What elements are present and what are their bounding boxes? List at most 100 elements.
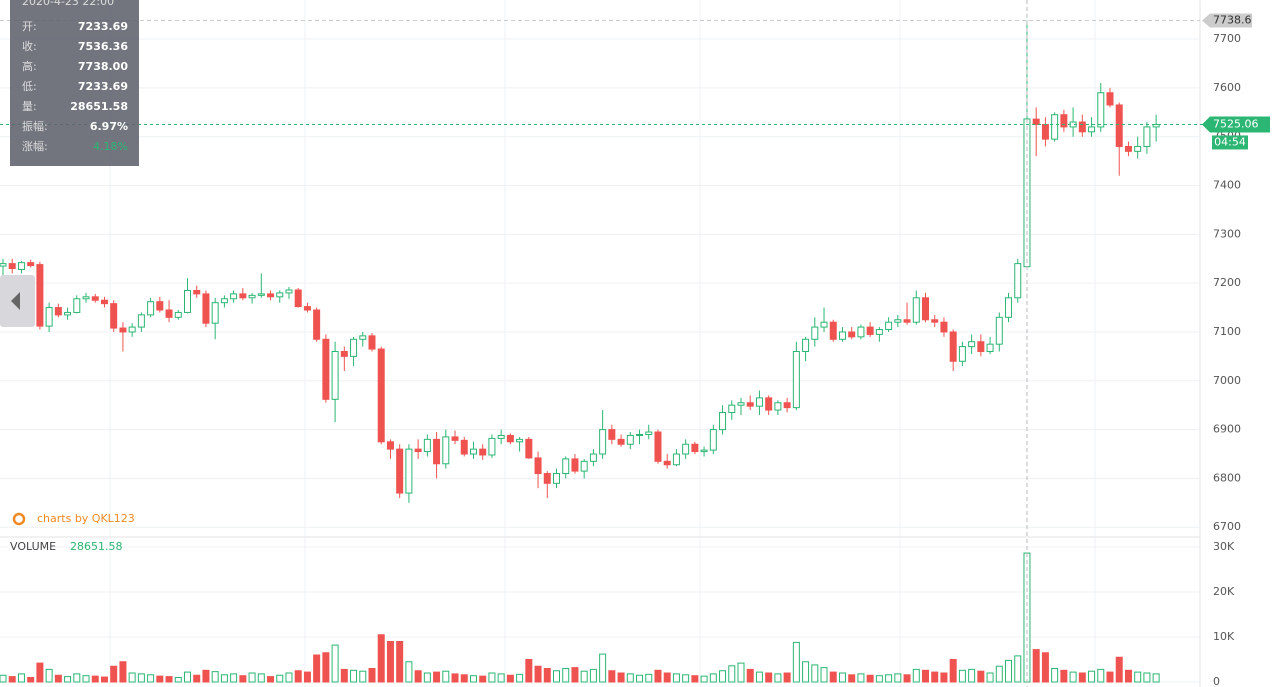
volume-bar bbox=[1005, 659, 1013, 683]
candle-body bbox=[1032, 118, 1040, 125]
candle-body bbox=[691, 443, 699, 453]
volume-bar bbox=[1014, 655, 1022, 683]
candle-body bbox=[248, 294, 256, 299]
y-tick-label: 7000 bbox=[1213, 374, 1241, 387]
candle-body bbox=[156, 301, 164, 311]
candle-body bbox=[645, 431, 653, 435]
candle-body bbox=[654, 431, 662, 462]
volume-bar bbox=[1032, 649, 1040, 683]
y-tick-label: 7400 bbox=[1213, 179, 1241, 192]
volume-tick-label: 0 bbox=[1213, 675, 1220, 687]
volume-bar bbox=[719, 670, 727, 683]
candle-body bbox=[608, 429, 616, 440]
volume-bar bbox=[396, 641, 404, 683]
candle-body bbox=[386, 441, 394, 450]
candle-body bbox=[220, 298, 228, 304]
volume-bar bbox=[894, 673, 902, 683]
volume-bar bbox=[423, 672, 431, 683]
candle-body bbox=[27, 262, 35, 267]
volume-bar bbox=[497, 673, 505, 683]
candle-body bbox=[1051, 114, 1059, 140]
volume-bar bbox=[128, 672, 136, 683]
candle-body bbox=[663, 460, 671, 466]
volume-bar bbox=[405, 661, 413, 683]
candle-body bbox=[469, 448, 477, 455]
candle-body bbox=[599, 429, 607, 455]
volume-bar bbox=[534, 665, 542, 683]
candle-body bbox=[405, 448, 413, 494]
candle-body bbox=[580, 460, 588, 472]
candle-body bbox=[875, 329, 883, 335]
volume-bar bbox=[359, 670, 367, 683]
candle-body bbox=[1005, 297, 1013, 318]
candle-body bbox=[755, 397, 763, 407]
candle-body bbox=[423, 438, 431, 453]
volume-bar bbox=[682, 674, 690, 683]
grid: 6700680069007000710072007300740075007600… bbox=[0, 0, 1241, 687]
max-price-label: 7738.6 bbox=[1213, 14, 1252, 27]
candle-body bbox=[193, 289, 201, 295]
candle-body bbox=[894, 319, 902, 323]
candle-body bbox=[414, 448, 422, 453]
candle-body bbox=[202, 293, 210, 324]
volume-bar bbox=[414, 670, 422, 683]
candle-body bbox=[359, 335, 367, 340]
candle-body bbox=[1078, 121, 1086, 133]
volume-bar bbox=[672, 673, 680, 683]
candle-body bbox=[783, 402, 791, 409]
volume-bar bbox=[820, 667, 828, 683]
candle-body bbox=[433, 438, 441, 465]
volume-bar bbox=[174, 677, 182, 683]
volume-bar bbox=[654, 669, 662, 683]
volume-bar bbox=[922, 669, 929, 683]
candle-body bbox=[534, 457, 542, 475]
candle-body bbox=[147, 301, 155, 316]
candle-body bbox=[617, 438, 625, 445]
candle-body bbox=[276, 292, 284, 298]
volume-tick-label: 10K bbox=[1213, 630, 1235, 643]
y-tick-label: 6900 bbox=[1213, 423, 1241, 436]
candle-body bbox=[700, 449, 708, 453]
candle-body bbox=[903, 319, 911, 323]
candle-body bbox=[396, 448, 404, 494]
volume-bar bbox=[377, 634, 385, 683]
volume-bar bbox=[350, 669, 358, 683]
volume-bar bbox=[211, 671, 219, 683]
volume-bar bbox=[45, 668, 53, 683]
candle-body bbox=[1143, 126, 1151, 147]
candle-body bbox=[940, 321, 948, 333]
candle-body bbox=[442, 436, 450, 465]
candle-body bbox=[682, 443, 690, 455]
candle-body bbox=[54, 307, 62, 316]
tooltip-label: 开: bbox=[22, 20, 37, 33]
volume-bar bbox=[543, 668, 551, 683]
volume-bar bbox=[737, 662, 745, 683]
candle-body bbox=[331, 350, 339, 400]
volume-bar bbox=[460, 674, 468, 683]
candle-body bbox=[506, 434, 514, 443]
arrow-icon bbox=[11, 292, 20, 310]
candle-body bbox=[922, 297, 929, 321]
volume-bar bbox=[100, 676, 108, 683]
candle-body bbox=[303, 306, 311, 311]
volume-bar bbox=[248, 672, 256, 683]
volume-bar bbox=[1069, 671, 1077, 683]
candle-body bbox=[589, 453, 597, 462]
volume-bar bbox=[636, 674, 644, 683]
candle-body bbox=[137, 314, 145, 328]
candle-body bbox=[119, 327, 127, 333]
volume-bar bbox=[589, 668, 597, 683]
candle-body bbox=[211, 302, 219, 324]
tooltip-label: 低: bbox=[22, 80, 37, 93]
volume-bar bbox=[1088, 670, 1096, 683]
volume-bar bbox=[202, 669, 210, 683]
y-tick-label: 6800 bbox=[1213, 471, 1241, 484]
candle-body bbox=[516, 438, 524, 443]
volume-bar bbox=[1134, 671, 1142, 683]
volume-bar bbox=[838, 672, 846, 683]
volume-bar bbox=[230, 673, 238, 683]
volume-bar bbox=[857, 673, 865, 683]
volume-bar bbox=[340, 668, 348, 683]
volume-bar bbox=[792, 641, 800, 683]
volume-bar bbox=[949, 659, 957, 683]
